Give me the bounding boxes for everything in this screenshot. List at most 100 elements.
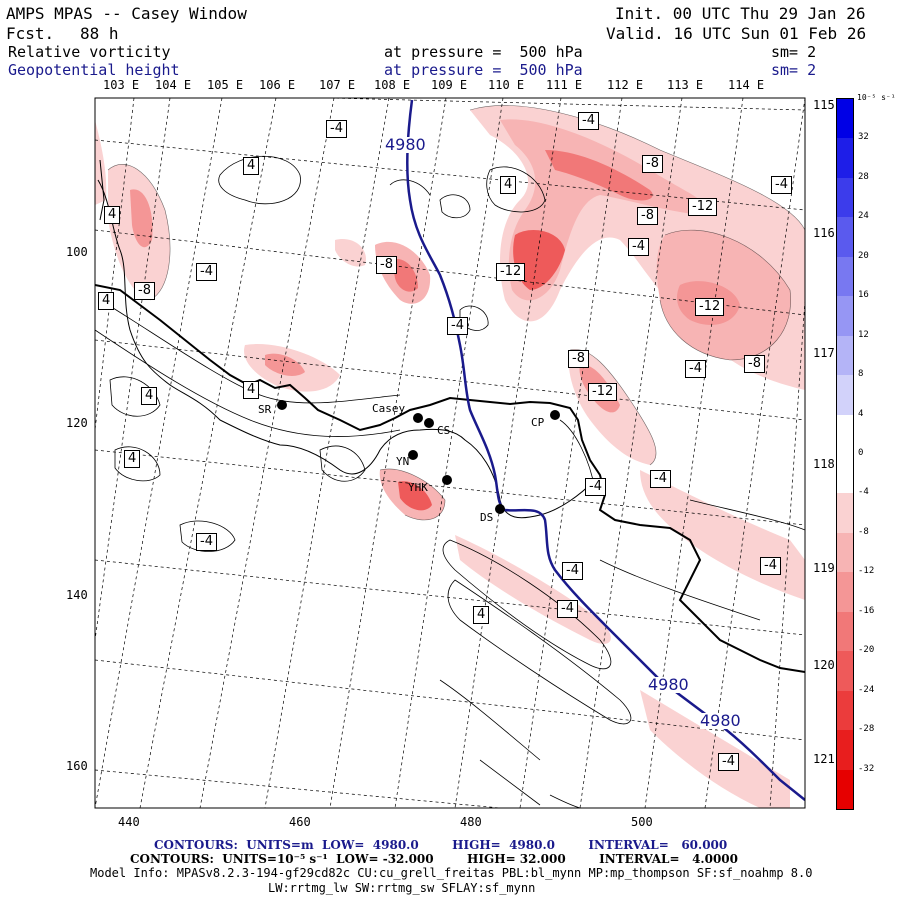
y-tick-label: 120 <box>66 416 88 430</box>
vort-label: -4 <box>326 120 347 139</box>
graticule <box>95 98 805 808</box>
colorbar-segment <box>837 414 853 455</box>
x-tick-label: 500 <box>631 815 653 829</box>
vort-label: -12 <box>695 298 725 317</box>
station-markers <box>277 400 560 514</box>
colorbar-tick-label: -8 <box>858 526 869 537</box>
vort-label: -12 <box>588 383 618 402</box>
y-tick-label: 100 <box>66 245 88 259</box>
vort-label: 4 <box>500 176 517 195</box>
colorbar-tick-label: -4 <box>858 487 869 498</box>
colorbar-segment <box>837 493 853 534</box>
station-marker-sr <box>277 400 287 410</box>
station-label-cp: CP <box>531 416 545 429</box>
field1-smoothing: sm= 2 <box>771 43 817 61</box>
colorbar-segment <box>837 769 853 810</box>
lon-label-top: 107 E <box>319 78 356 92</box>
vort-label: -4 <box>196 263 217 282</box>
station-label-yhk: YHK <box>408 481 428 494</box>
colorbar-tick-label: 28 <box>858 171 869 182</box>
colorbar-segment <box>837 375 853 416</box>
vort-region <box>398 481 432 511</box>
colorbar-tick-label: -16 <box>858 605 875 616</box>
colorbar-segment <box>837 730 853 771</box>
colorbar-segment <box>837 335 853 376</box>
forecast-label: Fcst. <box>6 24 55 43</box>
colorbar-segment <box>837 217 853 258</box>
colorbar-segment <box>837 532 853 573</box>
station-marker-casey <box>413 413 423 423</box>
colorbar-tick-label: 0 <box>858 448 864 458</box>
vort-label: 4 <box>124 450 141 469</box>
station-marker-cs <box>424 418 434 428</box>
vort-label: 4 <box>98 292 115 311</box>
colorbar-tick-label: 24 <box>858 211 869 222</box>
colorbar-tick-label: 32 <box>858 132 869 143</box>
vort-region <box>545 150 653 201</box>
map-title: AMPS MPAS -- Casey Window <box>6 4 247 23</box>
lon-label-top: 110 E <box>488 78 525 92</box>
vort-label: -4 <box>585 478 606 497</box>
vort-region <box>640 690 790 808</box>
colorbar-segment <box>837 296 853 337</box>
vort-label: -4 <box>685 360 706 379</box>
model-info: Model Info: MPASv8.2.3-194-gf29cd82c CU:… <box>90 866 813 880</box>
geopotential-label: 4980 <box>385 135 426 154</box>
lon-label-top: 114 E <box>728 78 765 92</box>
colorbar-segment <box>837 690 853 731</box>
vort-contours <box>95 156 805 808</box>
vort-label: -4 <box>650 470 671 489</box>
station-marker-cp <box>550 410 560 420</box>
lon-label-top: 106 E <box>259 78 296 92</box>
vort-label: -8 <box>744 355 765 374</box>
vort-label: -4 <box>578 112 599 131</box>
colorbar-segment <box>837 611 853 652</box>
vort-label: -4 <box>557 600 578 619</box>
colorbar-segment <box>837 572 853 613</box>
field2-smoothing: sm= 2 <box>771 61 817 79</box>
colorbar-tick-label: -24 <box>858 684 875 695</box>
vort-label: 4 <box>141 387 158 406</box>
y-tick-label: 160 <box>66 759 88 773</box>
station-label-cs: CS <box>437 424 451 437</box>
lon-label-top: 105 E <box>207 78 244 92</box>
field2-name: Geopotential height <box>8 61 180 79</box>
vort-region <box>392 259 418 292</box>
field1-level: at pressure = 500 hPa <box>384 43 583 61</box>
vort-region <box>513 230 565 290</box>
lon-label-top: 109 E <box>431 78 468 92</box>
vort-label: -8 <box>637 207 658 226</box>
forecast-hour: 88 h <box>80 24 119 43</box>
lon-label-top: 111 E <box>546 78 583 92</box>
init-time: Init. 00 UTC Thu 29 Jan 26 <box>615 4 866 23</box>
station-label-casey: Casey <box>372 402 406 415</box>
colorbar-tick-label: -28 <box>858 724 875 735</box>
vort-label: -12 <box>688 198 718 217</box>
station-marker-yn <box>408 450 418 460</box>
vort-region <box>130 189 153 248</box>
colorbar-segment <box>837 651 853 692</box>
vort-label: -8 <box>376 256 397 275</box>
colorbar-tick-label: 8 <box>858 369 864 380</box>
colorbar-tick-label: 4 <box>858 408 864 419</box>
geopotential-label: 4980 <box>700 711 741 730</box>
height-contour-info: CONTOURS: UNITS=m LOW= 4980.0 HIGH= 4980… <box>154 838 728 852</box>
vort-label: -4 <box>771 176 792 195</box>
vort-label: -12 <box>496 263 526 282</box>
vort-label: -8 <box>568 350 589 369</box>
colorbar-segment <box>837 454 853 494</box>
vort-label: 4 <box>104 206 121 225</box>
field1-name: Relative vorticity <box>8 43 171 61</box>
x-tick-label: 440 <box>118 815 140 829</box>
vort-label: -8 <box>642 155 663 174</box>
geopotential-label: 4980 <box>648 675 689 694</box>
station-marker-yhk <box>442 475 452 485</box>
y-tick-label: 140 <box>66 588 88 602</box>
x-tick-label: 480 <box>460 815 482 829</box>
vort-label: -8 <box>134 282 155 301</box>
colorbar-tick-label: -32 <box>858 763 875 774</box>
vort-label: -4 <box>562 562 583 581</box>
model-info-physics: LW:rrtmg_lw SW:rrtmg_sw SFLAY:sf_mynn <box>268 881 536 895</box>
valid-time: Valid. 16 UTC Sun 01 Feb 26 <box>606 24 867 43</box>
vort-label: -4 <box>196 533 217 552</box>
